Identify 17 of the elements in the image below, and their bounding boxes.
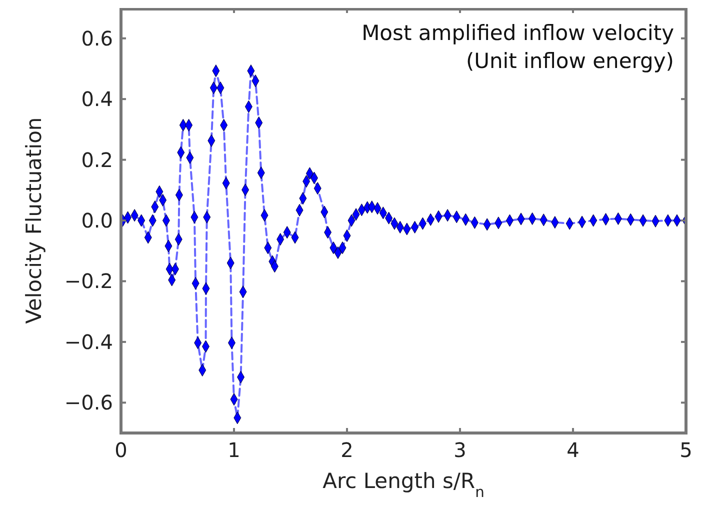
y-tick-label: −0.2 (64, 269, 113, 294)
y-axis-title: Velocity Fluctuation (22, 117, 46, 324)
y-tick-label: −0.6 (64, 390, 113, 415)
y-tick-label: 0.2 (81, 148, 113, 172)
x-tick-label: 4 (566, 438, 580, 462)
text: (Unit inflow energy) (466, 49, 674, 73)
x-tick-label: 0 (114, 438, 128, 462)
y-tick-label: −0.4 (64, 330, 113, 354)
x-tick-label: 2 (340, 438, 354, 462)
x-tick-label: 1 (228, 438, 240, 462)
text: Most amplified inflow velocity (362, 21, 674, 45)
y-tick-label: 0.6 (81, 26, 113, 50)
x-tick-label: 5 (680, 438, 692, 462)
y-tick-label: 0.4 (81, 87, 113, 112)
y-tick-label: 0.0 (81, 208, 113, 232)
x-axis-title: Arc Length s/R$_{n}$ (322, 469, 484, 500)
x-tick-label: 3 (454, 438, 466, 462)
